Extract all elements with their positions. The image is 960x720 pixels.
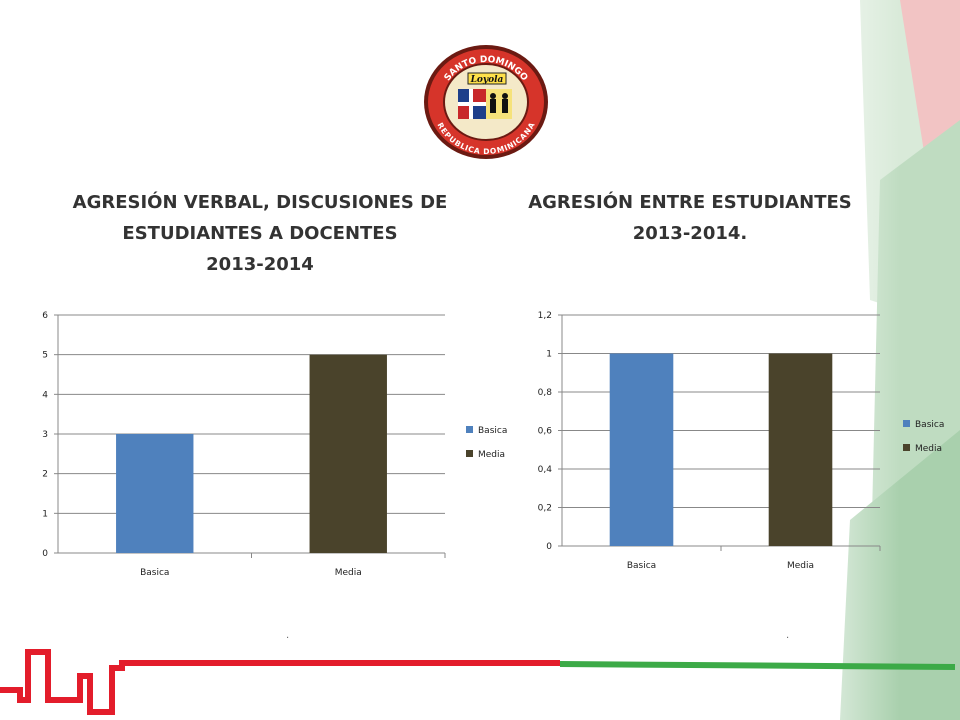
legend-swatch bbox=[466, 450, 473, 457]
chart-right-title-line-1: AGRESIÓN ENTRE ESTUDIANTES bbox=[528, 192, 852, 213]
y-tick-label: 0,6 bbox=[538, 427, 553, 437]
chart-left-title-line-3: 2013-2014 bbox=[206, 254, 314, 275]
y-tick-label: 0 bbox=[42, 549, 48, 559]
legend-label: Media bbox=[478, 450, 505, 460]
chart-left-title-line-1: AGRESIÓN VERBAL, DISCUSIONES DE bbox=[72, 192, 448, 213]
dot-mark: . bbox=[786, 630, 790, 641]
bar-media bbox=[768, 353, 833, 546]
legend-label: Basica bbox=[915, 420, 944, 430]
y-tick-label: 1,2 bbox=[538, 311, 552, 321]
y-tick-label: 0,8 bbox=[538, 388, 553, 398]
chart-left-title: AGRESIÓN VERBAL, DISCUSIONES DE ESTUDIAN… bbox=[40, 187, 480, 280]
legend-swatch bbox=[903, 444, 910, 451]
y-tick-label: 2 bbox=[42, 470, 48, 480]
loyola-logo: SANTO DOMINGO REPUBLICA DOMINICANA Loyol… bbox=[424, 45, 548, 159]
legend-swatch bbox=[903, 420, 910, 427]
legend-label: Basica bbox=[478, 426, 507, 436]
logo-badge-text: Loyola bbox=[470, 75, 504, 85]
y-tick-label: 5 bbox=[42, 351, 48, 361]
bar-basica bbox=[116, 434, 194, 553]
chart-right-title: AGRESIÓN ENTRE ESTUDIANTES 2013-2014. bbox=[490, 187, 890, 249]
y-tick-label: 4 bbox=[42, 390, 48, 400]
legend-label: Media bbox=[915, 444, 942, 454]
bar-basica bbox=[609, 353, 674, 546]
bar-media bbox=[309, 354, 387, 553]
chart-left-title-line-2: ESTUDIANTES A DOCENTES bbox=[122, 223, 398, 244]
footer-red-line bbox=[0, 649, 560, 715]
x-tick-label: Media bbox=[787, 561, 814, 571]
y-tick-label: 1 bbox=[546, 350, 552, 360]
y-tick-label: 0,2 bbox=[538, 504, 552, 514]
y-tick-label: 0,4 bbox=[538, 465, 553, 475]
x-tick-label: Basica bbox=[140, 568, 169, 578]
x-tick-label: Basica bbox=[627, 561, 656, 571]
x-tick-label: Media bbox=[335, 568, 362, 578]
y-tick-label: 1 bbox=[42, 509, 48, 519]
chart-right-title-line-2: 2013-2014. bbox=[632, 223, 748, 244]
y-tick-label: 0 bbox=[546, 542, 552, 552]
chart-student-aggression: 0 0,2 0,4 0,6 0,8 1 1,2 Basica Media Basica Media bbox=[538, 311, 945, 571]
dot-mark: . bbox=[286, 630, 290, 641]
chart-verbal-aggression: 0 1 2 3 4 5 6 Basica Media Basica Media bbox=[42, 311, 507, 578]
y-tick-label: 6 bbox=[42, 311, 48, 321]
footer-green-line bbox=[559, 661, 956, 670]
y-tick-label: 3 bbox=[42, 430, 48, 440]
legend-swatch bbox=[466, 426, 473, 433]
